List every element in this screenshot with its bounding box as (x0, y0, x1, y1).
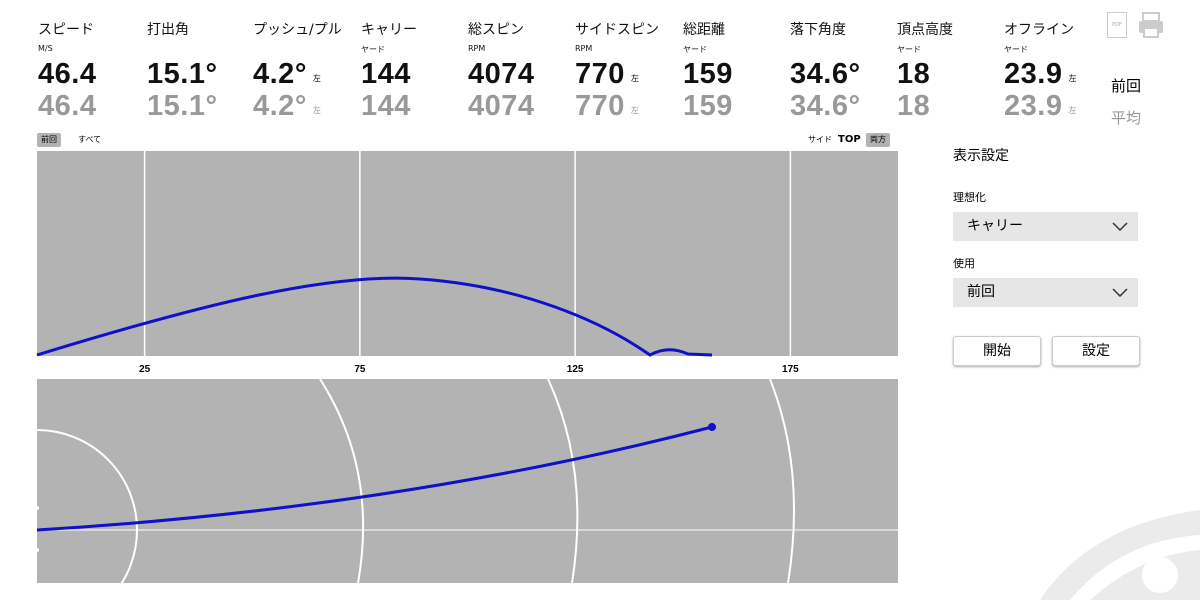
metric-row: 15.1° (147, 58, 218, 91)
metric-label: 頂点高度 (897, 22, 953, 38)
metric-row: 144 (361, 58, 411, 91)
metric-unit: ヤード (897, 45, 921, 54)
start-button[interactable]: 開始 (953, 336, 1041, 366)
metric-last: 15.1° (147, 58, 218, 90)
metric-last: 4.2° (253, 58, 307, 90)
metric-last: 23.9 (1004, 58, 1063, 90)
metric-unit: ヤード (683, 45, 707, 54)
use-label: 使用 (953, 257, 975, 270)
metric-label: 総スピン (468, 22, 524, 38)
metric-avg: 770 (575, 90, 625, 122)
metric-last: 34.6° (790, 58, 861, 90)
metric-row: 159 (683, 90, 733, 123)
metric-label: サイドスピン (575, 22, 659, 38)
metric-row: 770 左 (575, 58, 639, 91)
metric-last: 770 (575, 58, 625, 90)
metric-row: 4074 (468, 58, 535, 91)
metric-label: オフライン (1004, 22, 1074, 38)
top-trajectory (36, 425, 713, 532)
toggle-side[interactable]: サイド (808, 135, 832, 144)
metric-row: 46.4 (38, 90, 96, 123)
metric-label: 落下角度 (790, 22, 846, 38)
metric-avg: 4.2° (253, 90, 307, 122)
x-tick-label: 25 (139, 364, 151, 375)
metric-unit: ヤード (361, 45, 385, 54)
row-label-last: 前回 (1111, 77, 1142, 95)
metric-row: 34.6° (790, 58, 861, 91)
metric-avg: 159 (683, 90, 733, 122)
metric-avg: 18 (897, 90, 931, 122)
metric-row: 23.9 左 (1004, 58, 1076, 91)
use-value: 前回 (967, 284, 995, 300)
settings-title: 表示設定 (953, 148, 1009, 164)
pdf-icon[interactable]: PDF (1107, 12, 1127, 38)
metric-avg: 46.4 (38, 90, 97, 122)
side-marker: 左 (1068, 74, 1077, 83)
metric-last: 144 (361, 58, 411, 90)
metric-row: 4.2° 左 (253, 90, 321, 123)
row-label-avg: 平均 (1111, 109, 1142, 127)
side-marker: 左 (312, 106, 321, 115)
metric-row: 159 (683, 58, 733, 91)
metric-last: 159 (683, 58, 733, 90)
metric-avg: 15.1° (147, 90, 218, 122)
side-marker: 左 (630, 74, 639, 83)
side-view-bg (37, 151, 898, 356)
metric-row: 18 (897, 90, 930, 123)
metric-avg: 34.6° (790, 90, 861, 122)
ideal-value: キャリー (967, 218, 1023, 234)
toggle-last[interactable]: 前回 (37, 133, 61, 147)
logo (1040, 510, 1200, 600)
metric-label: 総距離 (683, 22, 725, 38)
metric-row: 4074 (468, 90, 535, 123)
metric-row: 15.1° (147, 90, 218, 123)
toggle-all[interactable]: すべて (78, 135, 102, 144)
x-tick-label: 125 (567, 364, 584, 375)
metric-unit: RPM (468, 44, 486, 53)
toggle-top[interactable]: TOP (838, 134, 861, 145)
trajectory-views: 25 75 125 175 (35, 151, 898, 583)
metric-last: 46.4 (38, 58, 97, 90)
metric-row: 34.6° (790, 90, 861, 123)
ideal-label: 理想化 (953, 191, 986, 204)
metric-label: プッシュ/プル (253, 22, 342, 38)
x-tick-label: 175 (782, 364, 799, 375)
side-trajectory (36, 276, 713, 357)
ideal-select[interactable]: キャリー (953, 212, 1138, 241)
side-marker: 左 (630, 106, 639, 115)
metric-unit: RPM (575, 44, 593, 53)
side-marker: 左 (312, 74, 321, 83)
metric-row: 144 (361, 90, 411, 123)
distance-arcs (37, 379, 898, 583)
landing-point (708, 423, 716, 431)
toggle-both[interactable]: 両方 (866, 133, 890, 147)
x-tick-label: 75 (354, 364, 366, 375)
metric-row: 770 左 (575, 90, 639, 123)
metric-row: 23.9 左 (1004, 90, 1076, 123)
metric-last: 18 (897, 58, 931, 90)
metric-row: 46.4 (38, 58, 96, 91)
metric-row: 18 (897, 58, 930, 91)
metric-row: 4.2° 左 (253, 58, 321, 91)
use-select[interactable]: 前回 (953, 278, 1138, 307)
side-marker: 左 (1068, 106, 1077, 115)
metric-avg: 4074 (468, 90, 535, 122)
metric-avg: 144 (361, 90, 411, 122)
metric-last: 4074 (468, 58, 535, 90)
metric-unit: M/S (38, 44, 53, 53)
settings-button[interactable]: 設定 (1052, 336, 1140, 366)
print-icon[interactable] (1138, 12, 1164, 38)
metric-unit: ヤード (1004, 45, 1028, 54)
metric-avg: 23.9 (1004, 90, 1063, 122)
metric-label: キャリー (361, 22, 417, 38)
metric-label: スピード (38, 22, 94, 38)
metric-label: 打出角 (147, 22, 189, 38)
